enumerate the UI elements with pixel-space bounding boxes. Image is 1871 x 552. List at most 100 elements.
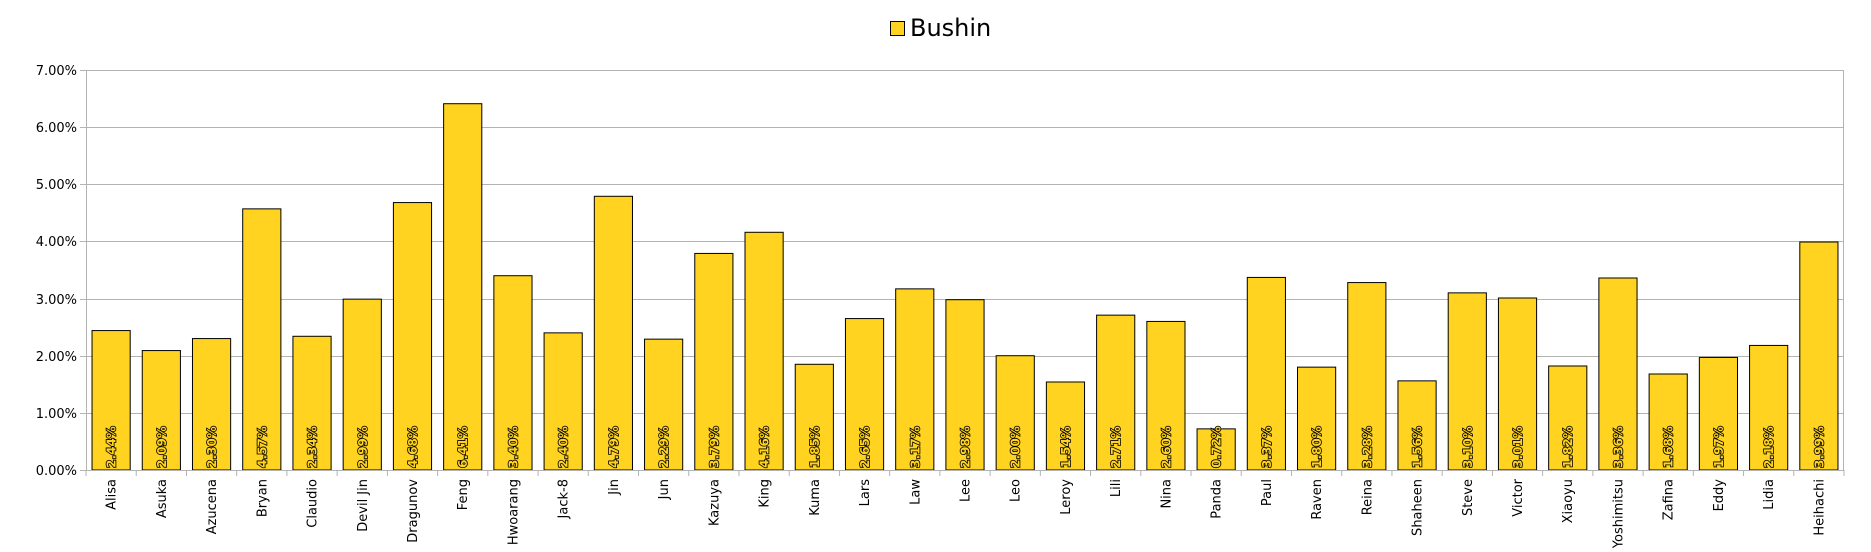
- bar: [1548, 365, 1588, 471]
- data-label: 2.30%: [205, 426, 219, 468]
- x-category-label: Lidia: [1762, 479, 1777, 510]
- x-category-label: Zafina: [1662, 479, 1677, 520]
- data-label: 3.10%: [1461, 426, 1475, 468]
- data-label: 3.17%: [908, 426, 922, 468]
- bar: [1347, 282, 1387, 471]
- bar: [1246, 276, 1286, 471]
- x-category-label: Nina: [1159, 479, 1174, 509]
- bar: [91, 330, 131, 471]
- data-label: 1.68%: [1662, 426, 1676, 468]
- y-tick-label: 2.00%: [36, 350, 77, 365]
- x-category-label: Lili: [1109, 479, 1124, 497]
- x-category-label: King: [758, 479, 773, 508]
- x-category-label: Steve: [1461, 479, 1476, 516]
- legend-label-bushin: Bushin: [910, 14, 991, 42]
- bar: [1698, 356, 1739, 471]
- x-axis-category-labels: Alisa Asuka Azucena Bryan Claudio Devil Jin Dr…: [105, 478, 1828, 549]
- bar: [1749, 344, 1789, 471]
- x-category-label: Jin: [607, 479, 622, 496]
- data-label: 2.29%: [657, 426, 671, 468]
- bar: [995, 355, 1035, 471]
- x-category-label: Reina: [1360, 479, 1375, 515]
- data-label: 1.54%: [1059, 426, 1073, 468]
- x-category-label: Azucena: [205, 479, 220, 534]
- x-category-label: Devil Jin: [356, 479, 371, 532]
- bar: [1447, 292, 1487, 471]
- data-label: 1.56%: [1411, 426, 1425, 468]
- data-label: 2.98%: [959, 426, 973, 468]
- x-category-label: Bryan: [255, 479, 270, 517]
- data-label: 3.79%: [707, 426, 721, 468]
- x-category-label: Feng: [456, 479, 471, 510]
- data-label: 3.01%: [1511, 426, 1525, 468]
- data-labels: 2.44% 2.09% 2.30% 4.57% 2.34% 2.99% 4.68% 6.41%…: [104, 425, 1827, 468]
- bar: [593, 195, 633, 471]
- y-tick-label: 5.00%: [36, 178, 77, 193]
- x-category-label: Jun: [657, 479, 672, 500]
- x-category-label: Raven: [1310, 479, 1325, 520]
- data-label: 3.99%: [1812, 426, 1826, 468]
- data-label: 1.80%: [1310, 426, 1324, 468]
- data-label: 1.85%: [808, 426, 822, 468]
- data-label: 1.82%: [1561, 426, 1575, 468]
- x-category-label: Victor: [1511, 478, 1526, 516]
- bar: [794, 363, 834, 471]
- x-category-label: Law: [908, 479, 923, 505]
- x-category-label: Panda: [1210, 479, 1225, 519]
- x-category-label: Jack-8: [557, 479, 572, 519]
- bar: [644, 338, 684, 471]
- x-category-label: Claudio: [306, 479, 321, 528]
- data-label: 6.41%: [456, 426, 470, 468]
- bar: [443, 103, 483, 471]
- data-label: 2.71%: [1109, 426, 1123, 468]
- data-label: 2.40%: [557, 426, 571, 468]
- data-label: 3.36%: [1611, 426, 1625, 468]
- y-tick-label: 7.00%: [36, 64, 77, 79]
- data-label: 2.00%: [1009, 426, 1023, 468]
- y-tick-label: 1.00%: [36, 407, 77, 422]
- data-label: 3.28%: [1360, 426, 1374, 468]
- legend-swatch-bushin: [890, 21, 905, 36]
- x-category-label: Lars: [858, 479, 873, 507]
- x-category-label: Yoshimitsu: [1611, 479, 1626, 549]
- axes: [80, 70, 1845, 476]
- data-label: 2.44%: [105, 426, 119, 468]
- data-label: 2.60%: [1159, 426, 1173, 468]
- bar: [342, 298, 382, 471]
- y-tick-label: 6.00%: [36, 121, 77, 136]
- bar: [242, 208, 282, 471]
- bar: [1146, 320, 1186, 471]
- x-category-label: Xiaoyu: [1561, 479, 1576, 523]
- data-label: 0.72%: [1210, 426, 1224, 468]
- bar: [895, 288, 935, 471]
- data-label: 2.99%: [356, 426, 370, 468]
- x-category-label: Paul: [1260, 479, 1275, 506]
- y-tick-label: 0.00%: [36, 464, 77, 479]
- x-category-label: Eddy: [1712, 479, 1727, 512]
- y-tick-label: 3.00%: [36, 293, 77, 308]
- data-label: 2.09%: [155, 426, 169, 468]
- data-label: 3.37%: [1260, 426, 1274, 468]
- bar: [694, 252, 734, 471]
- x-category-label: Alisa: [105, 479, 120, 510]
- x-category-label: Asuka: [155, 479, 170, 518]
- bar: [1096, 314, 1136, 471]
- x-category-label: Heihachi: [1812, 479, 1827, 536]
- data-label: 2.65%: [858, 426, 872, 468]
- x-category-label: Shaheen: [1411, 479, 1426, 536]
- data-label: 2.18%: [1762, 426, 1776, 468]
- data-label: 4.57%: [255, 426, 269, 468]
- bar: [1045, 381, 1086, 471]
- x-category-label: Dragunov: [406, 479, 421, 543]
- bar: [292, 335, 332, 471]
- bar: [945, 299, 985, 471]
- data-label: 2.34%: [306, 426, 320, 468]
- bars: [91, 103, 1839, 471]
- x-category-label: Kazuya: [707, 479, 722, 526]
- y-axis-tick-labels: 0.00% 1.00% 2.00% 3.00% 4.00% 5.00% 6.00% 7.00%: [36, 64, 77, 479]
- data-label: 3.40%: [506, 426, 520, 468]
- data-label: 1.97%: [1712, 426, 1726, 468]
- x-category-label: Leroy: [1059, 479, 1074, 515]
- bar: [844, 318, 885, 471]
